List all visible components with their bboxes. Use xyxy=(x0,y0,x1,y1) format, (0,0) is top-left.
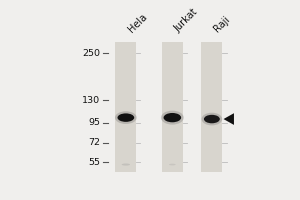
Text: Hela: Hela xyxy=(126,11,148,34)
Ellipse shape xyxy=(202,113,222,125)
Bar xyxy=(162,42,183,172)
Ellipse shape xyxy=(204,115,220,123)
Text: 55: 55 xyxy=(88,158,100,167)
Ellipse shape xyxy=(118,113,134,122)
Ellipse shape xyxy=(122,163,130,166)
Ellipse shape xyxy=(115,111,137,124)
Text: 95: 95 xyxy=(88,118,100,127)
Ellipse shape xyxy=(161,111,184,125)
Text: 72: 72 xyxy=(88,138,100,147)
Text: 250: 250 xyxy=(82,49,100,58)
Ellipse shape xyxy=(169,164,176,165)
Bar xyxy=(201,42,222,172)
Text: Raji: Raji xyxy=(212,14,232,34)
Bar xyxy=(116,42,136,172)
Text: 130: 130 xyxy=(82,96,100,105)
Ellipse shape xyxy=(164,113,181,122)
Text: Jurkat: Jurkat xyxy=(172,7,200,34)
Polygon shape xyxy=(224,113,234,125)
